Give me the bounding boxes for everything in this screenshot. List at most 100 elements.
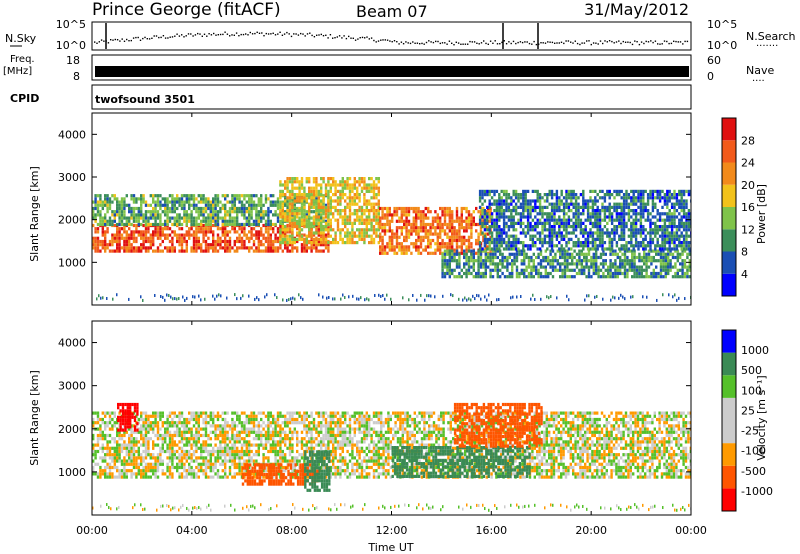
heatmap-cell: [482, 265, 485, 269]
heatmap-cell: [173, 249, 176, 253]
heatmap-cell: [395, 242, 399, 246]
heatmap-cell: [272, 243, 275, 247]
heatmap-cell: [137, 213, 140, 217]
heatmap-cell: [500, 215, 503, 219]
heatmap-cell: [428, 294, 430, 298]
heatmap-cell: [351, 186, 354, 190]
heatmap-cell: [525, 268, 528, 272]
heatmap-cell: [327, 177, 330, 181]
heatmap-cell: [390, 297, 392, 301]
heatmap-cell: [467, 249, 471, 253]
heatmap-cell: [465, 226, 468, 230]
heatmap-cell: [288, 199, 292, 203]
heatmap-cell: [637, 247, 640, 251]
heatmap-cell: [348, 218, 352, 222]
heatmap-cell: [197, 210, 200, 214]
heatmap-cell: [637, 205, 640, 209]
heatmap-cell: [666, 193, 669, 197]
heatmap-cell: [197, 236, 200, 240]
heatmap-cell: [599, 262, 603, 266]
heatmap-cell: [226, 219, 229, 223]
heatmap-cell: [279, 193, 282, 197]
heatmap-cell: [154, 249, 157, 253]
heatmap-cell: [128, 203, 131, 207]
heatmap-cell: [310, 246, 313, 250]
nsky-point: [336, 36, 338, 38]
heatmap-cell: [226, 222, 229, 227]
heatmap-cell: [291, 231, 294, 235]
heatmap-cell: [546, 218, 549, 222]
heatmap-cell: [99, 249, 102, 253]
heatmap-cell: [453, 229, 456, 233]
heatmap-cell: [578, 252, 581, 256]
heatmap-cell: [587, 268, 591, 272]
heatmap-cell: [488, 225, 491, 229]
heatmap-cell: [326, 296, 328, 300]
heatmap-cell: [224, 203, 227, 207]
heatmap-cell: [120, 472, 124, 476]
heatmap-cell: [370, 196, 373, 200]
heatmap-cell: [207, 200, 210, 204]
heatmap-cell: [580, 271, 583, 276]
heatmap-cell: [327, 209, 330, 213]
heatmap-cell: [166, 210, 169, 214]
heatmap-cell: [534, 199, 537, 203]
heatmap-cell: [113, 462, 116, 466]
heatmap-cell: [303, 209, 306, 213]
heatmap-cell: [625, 221, 628, 225]
nsky-point: [213, 32, 215, 35]
heatmap-cell: [322, 228, 325, 232]
heatmap-cell: [375, 218, 378, 222]
heatmap-cell: [291, 246, 294, 250]
heatmap-cell: [602, 271, 605, 276]
heatmap-cell: [566, 294, 568, 298]
heatmap-cell: [365, 218, 368, 222]
heatmap-cell: [448, 210, 451, 214]
heatmap-cell: [240, 246, 244, 250]
heatmap-cell: [683, 265, 687, 269]
heatmap-cell: [550, 189, 554, 193]
nsky-point: [583, 42, 586, 44]
heatmap-cell: [231, 203, 234, 207]
heatmap-cell: [164, 213, 167, 217]
heatmap-cell: [434, 226, 437, 230]
heatmap-cell: [680, 247, 683, 251]
heatmap-cell: [646, 215, 650, 219]
heatmap-cell: [622, 212, 626, 216]
heatmap-cell: [185, 210, 188, 214]
heatmap-cell: [120, 219, 124, 223]
heatmap-cell: [291, 183, 294, 187]
heatmap-cell: [614, 252, 617, 256]
heatmap-cell: [358, 205, 361, 209]
heatmap-cell: [228, 249, 232, 253]
heatmap-cell: [526, 212, 530, 216]
heatmap-cell: [324, 212, 328, 216]
heatmap-cell: [681, 249, 684, 253]
heatmap-cell: [446, 232, 449, 236]
heatmap-cell: [668, 199, 671, 203]
heatmap-cell: [395, 232, 399, 236]
heatmap-cell: [288, 221, 292, 225]
heatmap-cell: [465, 262, 468, 266]
heatmap-cell: [159, 216, 162, 220]
heatmap-cell: [526, 199, 530, 203]
heatmap-cell: [365, 202, 368, 206]
heatmap-cell: [678, 212, 681, 216]
heatmap-cell: [644, 202, 647, 206]
heatmap-cell: [620, 221, 623, 225]
heatmap-cell: [184, 298, 186, 302]
heatmap-cell: [291, 225, 294, 229]
heatmap-cell: [293, 218, 296, 222]
heatmap-cell: [682, 244, 686, 248]
nsky-point: [489, 40, 492, 42]
heatmap-cell: [125, 472, 128, 476]
heatmap-cell: [494, 249, 497, 253]
heatmap-cell: [531, 225, 535, 229]
heatmap-cell: [637, 244, 640, 248]
heatmap-cell: [178, 243, 181, 247]
heatmap-cell: [308, 196, 311, 200]
heatmap-cell: [116, 249, 119, 253]
heatmap-cell: [503, 259, 507, 263]
heatmap-cell: [668, 218, 671, 222]
heatmap-cell: [532, 252, 535, 256]
